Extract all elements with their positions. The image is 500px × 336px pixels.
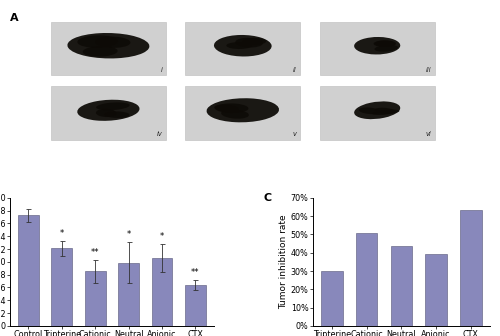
Y-axis label: Tumor inhibition rate: Tumor inhibition rate <box>279 215 288 309</box>
Ellipse shape <box>95 37 130 48</box>
Bar <box>118 262 139 326</box>
Text: vi: vi <box>425 131 431 137</box>
Ellipse shape <box>242 38 266 45</box>
Text: v: v <box>292 131 296 137</box>
Ellipse shape <box>354 37 401 54</box>
Ellipse shape <box>236 38 263 47</box>
Text: iii: iii <box>426 67 431 73</box>
Text: ii: ii <box>293 67 296 73</box>
Ellipse shape <box>374 108 396 114</box>
Text: *: * <box>60 229 64 238</box>
Text: *: * <box>160 233 164 241</box>
Text: i: i <box>160 67 162 73</box>
Bar <box>52 248 72 326</box>
Ellipse shape <box>354 101 401 119</box>
Bar <box>85 271 105 326</box>
Bar <box>426 254 447 326</box>
Bar <box>185 22 300 75</box>
Bar <box>18 215 38 326</box>
Ellipse shape <box>374 45 398 52</box>
Text: **: ** <box>191 268 200 277</box>
Bar <box>320 22 435 75</box>
Ellipse shape <box>359 108 380 114</box>
Ellipse shape <box>78 35 118 48</box>
Ellipse shape <box>372 110 400 115</box>
Ellipse shape <box>96 102 130 110</box>
Bar <box>320 86 435 140</box>
Ellipse shape <box>375 41 396 47</box>
Ellipse shape <box>77 100 140 121</box>
Bar <box>51 86 166 140</box>
Text: iv: iv <box>156 131 162 137</box>
Bar <box>390 246 412 326</box>
Ellipse shape <box>214 35 272 56</box>
Bar <box>185 285 206 326</box>
Ellipse shape <box>221 110 249 119</box>
Bar <box>51 22 166 75</box>
Bar <box>321 271 342 326</box>
Bar <box>185 86 300 140</box>
Text: C: C <box>263 193 272 203</box>
Bar <box>152 258 172 326</box>
Ellipse shape <box>96 109 116 117</box>
Ellipse shape <box>104 111 130 118</box>
Ellipse shape <box>214 104 238 112</box>
Ellipse shape <box>215 103 248 113</box>
Text: A: A <box>10 13 18 24</box>
Text: *: * <box>126 230 130 240</box>
Ellipse shape <box>226 42 252 49</box>
Ellipse shape <box>206 98 279 122</box>
Ellipse shape <box>82 46 118 57</box>
Bar <box>356 233 378 326</box>
Ellipse shape <box>68 33 150 58</box>
Text: **: ** <box>91 248 100 257</box>
Ellipse shape <box>374 40 396 47</box>
Bar <box>460 210 481 326</box>
